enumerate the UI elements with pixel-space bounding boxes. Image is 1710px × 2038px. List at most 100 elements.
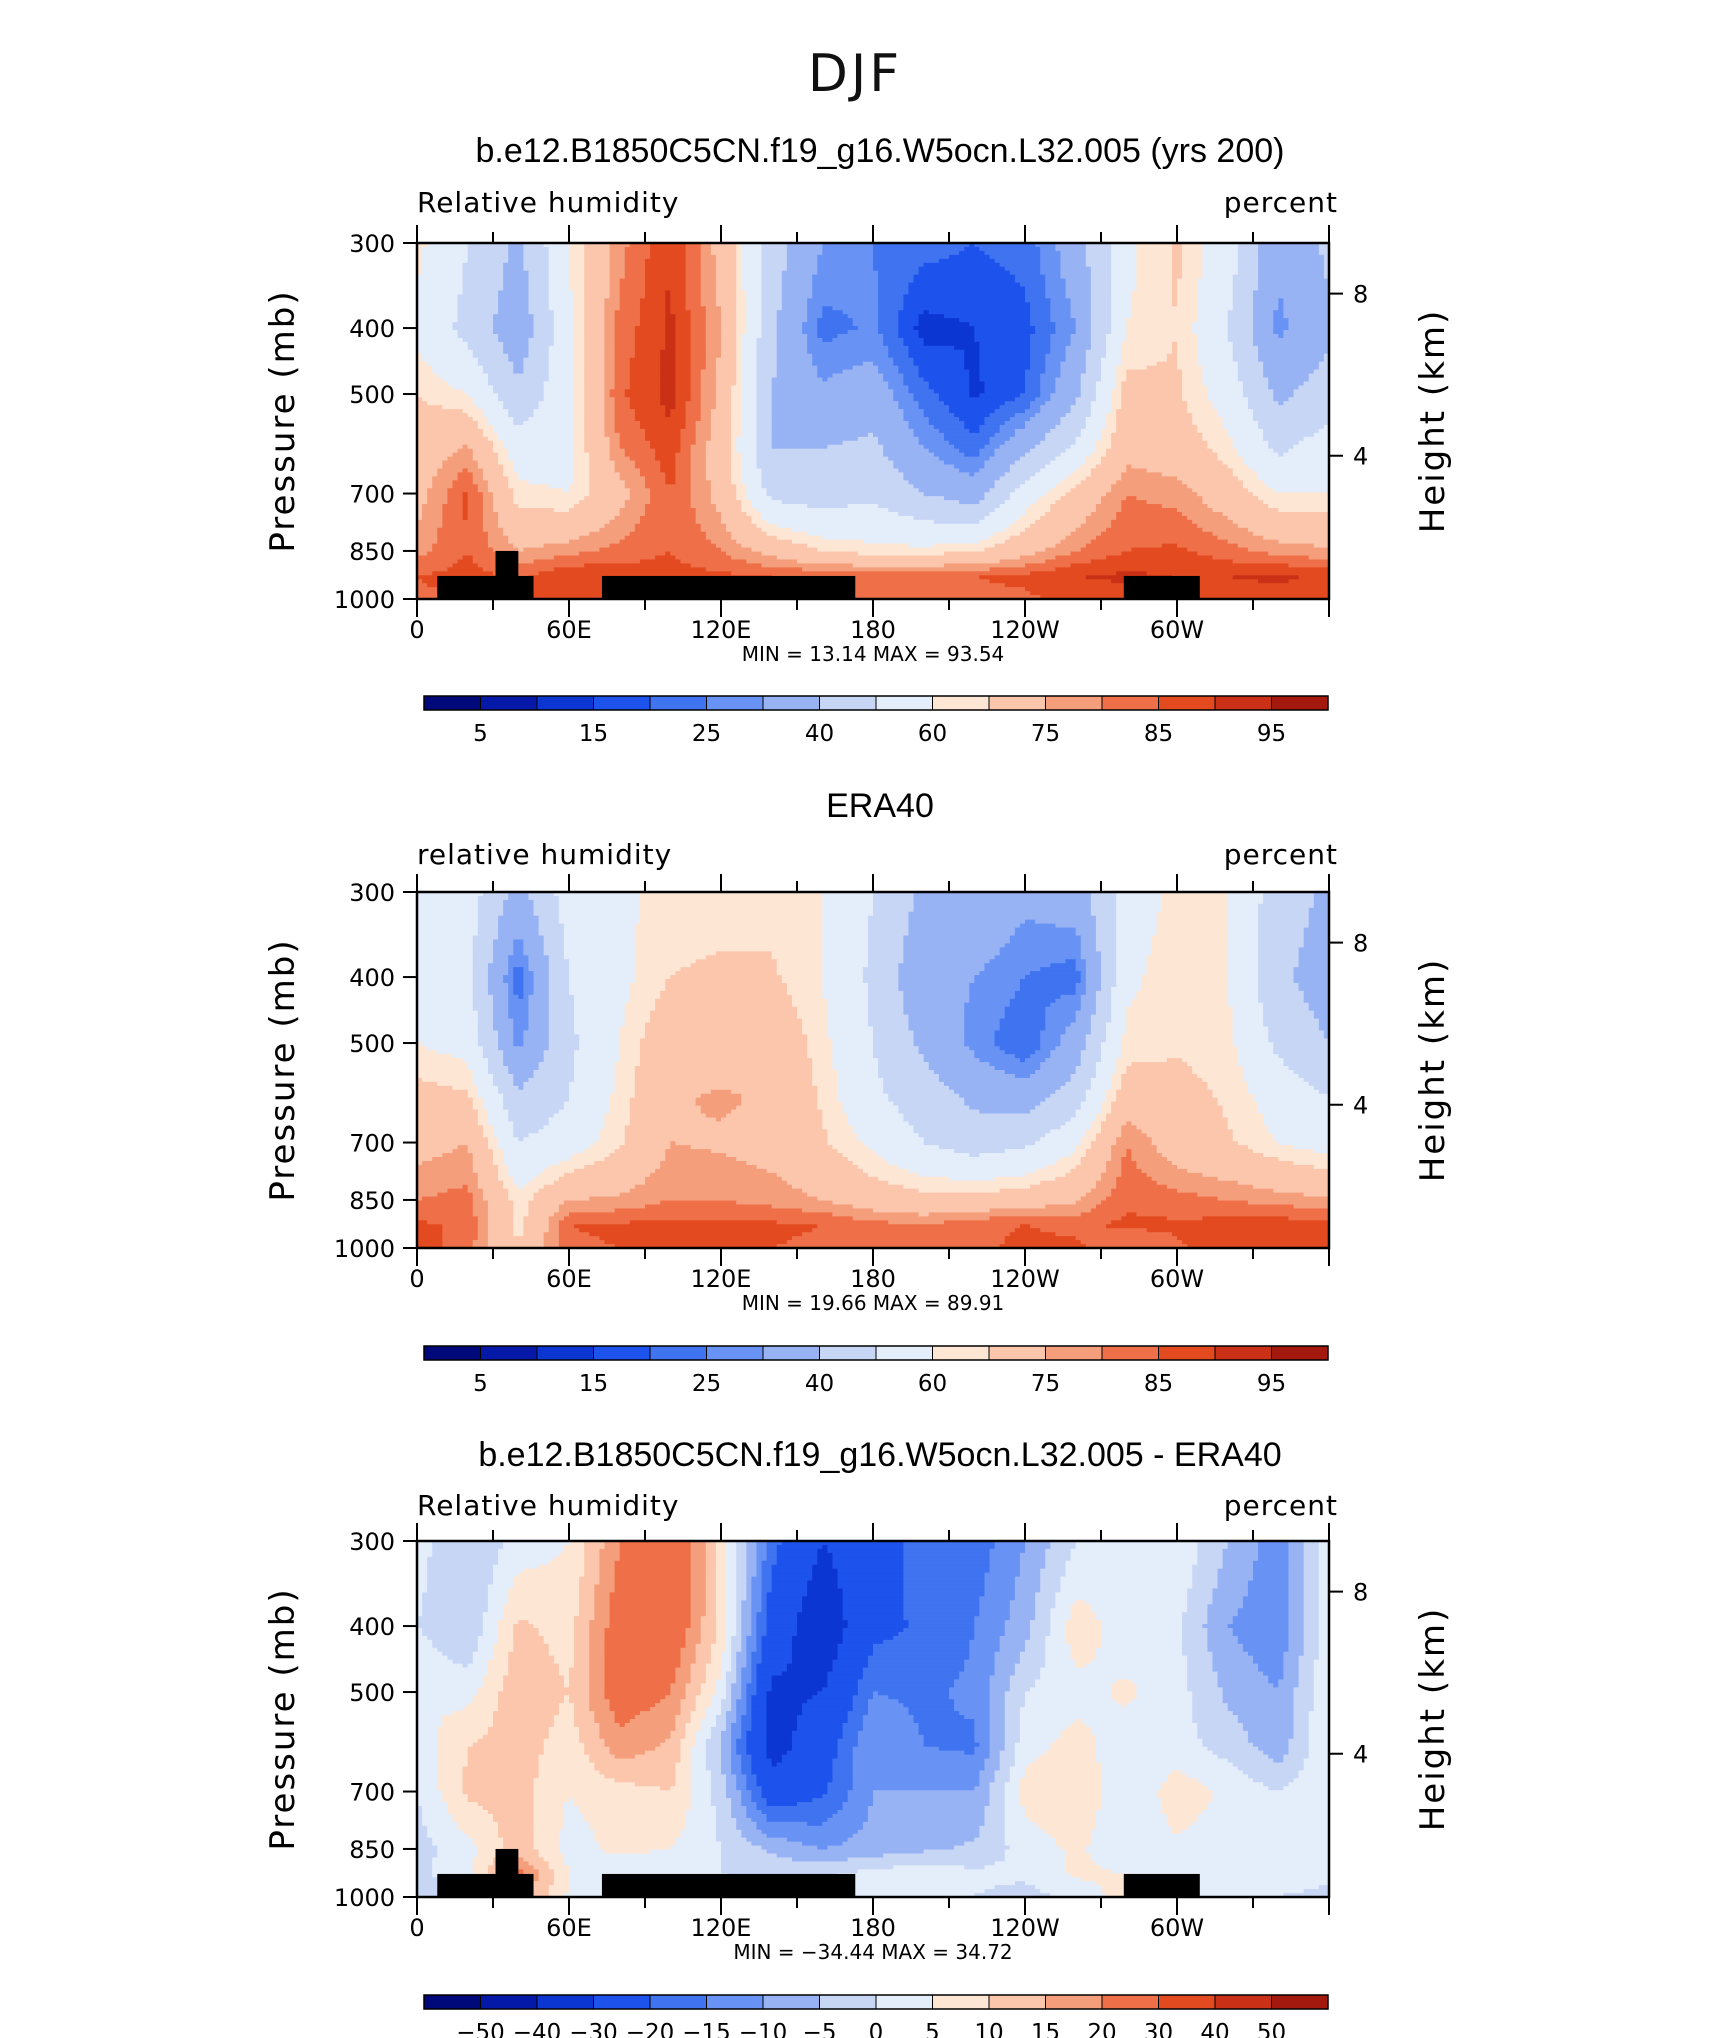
- contour-cell: [964, 1006, 1006, 1012]
- contour-cell: [1019, 1552, 1046, 1558]
- contour-cell: [903, 1580, 986, 1586]
- contour-cell: [903, 943, 1006, 948]
- contour-cell: [1090, 468, 1127, 474]
- contour-cell: [1116, 892, 1163, 897]
- contour-cell: [1197, 1556, 1224, 1562]
- contour-cell: [553, 322, 575, 327]
- contour-cell: [619, 432, 646, 438]
- contour-cell: [761, 1580, 773, 1586]
- contour-cell: [1111, 258, 1138, 264]
- contour-cell: [1222, 421, 1259, 426]
- contour-cell: [908, 1022, 965, 1028]
- contour-cell: [721, 547, 752, 553]
- contour-cell: [462, 500, 469, 505]
- contour-cell: [690, 1568, 707, 1574]
- contour-cell: [574, 417, 585, 422]
- contour-cell: [994, 531, 1021, 537]
- contour-cell: [513, 982, 524, 988]
- contour-cell: [1217, 535, 1264, 541]
- contour-cell: [1090, 405, 1112, 410]
- contour-cell: [513, 971, 524, 976]
- contour-cell: [736, 1604, 742, 1609]
- contour-cell: [417, 1038, 479, 1043]
- contour-cell: [558, 1208, 616, 1213]
- contour-cell: [558, 1176, 646, 1182]
- contour-cell: [1166, 1157, 1279, 1162]
- contour-cell: [1025, 508, 1051, 513]
- contour-cell: [1197, 349, 1234, 355]
- contour-cell: [634, 975, 671, 980]
- contour-cell: [1030, 310, 1051, 315]
- contour-cell: [1258, 270, 1325, 276]
- contour-cell: [624, 266, 646, 272]
- contour-cell: [928, 448, 960, 454]
- contour-cell: [1253, 1184, 1330, 1190]
- contour-cell: [741, 345, 758, 351]
- contour-cell: [482, 369, 514, 375]
- contour-cell: [1131, 998, 1229, 1004]
- contour-cell: [1202, 377, 1239, 383]
- contour-cell: [1060, 480, 1082, 485]
- contour-cell: [700, 286, 717, 292]
- contour-cell: [685, 258, 702, 264]
- contour-cell: [908, 345, 955, 351]
- contour-cell: [1313, 369, 1330, 375]
- contour-cell: [700, 409, 712, 414]
- contour-cell: [1263, 428, 1320, 434]
- contour-cell: [569, 971, 636, 976]
- contour-cell: [1116, 947, 1153, 952]
- contour-cell: [417, 559, 459, 564]
- contour-cell: [1318, 1584, 1330, 1590]
- contour-cell: [1258, 266, 1325, 272]
- contour-cell: [989, 413, 1016, 418]
- contour-cell: [629, 496, 651, 501]
- contour-cell: [1237, 1141, 1279, 1146]
- contour-cell: [417, 1212, 474, 1217]
- contour-cell: [685, 298, 702, 303]
- contour-cell: [1040, 1034, 1062, 1039]
- contour-cell: [1050, 310, 1072, 315]
- contour-cell: [1268, 1125, 1330, 1130]
- contour-cell: [472, 943, 494, 948]
- contour-cell: [690, 377, 702, 383]
- contour-cell: [1090, 903, 1117, 909]
- contour-cell: [634, 927, 823, 933]
- contour-cell: [984, 389, 1026, 394]
- contour-cell: [462, 555, 474, 561]
- contour-cell: [1040, 1101, 1082, 1107]
- contour-cell: [487, 1604, 504, 1609]
- colorbar-swatch: [762, 1345, 820, 1361]
- contour-cell: [1323, 258, 1330, 264]
- contour-cell: [548, 979, 570, 984]
- contour-cell: [1227, 337, 1254, 343]
- contour-cell: [685, 302, 702, 307]
- contour-cell: [726, 1556, 737, 1562]
- contour-cell: [736, 361, 742, 367]
- contour-cell: [1050, 1054, 1082, 1059]
- contour-cell: [1192, 1580, 1219, 1586]
- contour-cell: [731, 432, 742, 438]
- contour-cell: [999, 947, 1082, 952]
- contour-cell: [1136, 282, 1173, 288]
- contour-cell: [817, 266, 874, 272]
- contour-cell: [781, 274, 813, 280]
- contour-cell: [508, 456, 575, 462]
- contour-cell: [1121, 1172, 1148, 1178]
- contour-cell: [1253, 314, 1274, 319]
- contour-cell: [807, 1592, 844, 1597]
- contour-cell: [1263, 535, 1330, 541]
- contour-cell: [771, 595, 1041, 600]
- contour-cell: [493, 1081, 514, 1087]
- contour-cell: [1308, 555, 1330, 561]
- contour-cell: [1116, 982, 1143, 988]
- contour-cell: [1227, 923, 1259, 929]
- contour-cell: [1040, 377, 1056, 383]
- contour-cell: [761, 302, 783, 307]
- contour-cell: [1075, 436, 1102, 442]
- contour-cell: [1182, 397, 1208, 402]
- contour-cell: [1080, 373, 1102, 379]
- contour-cell: [705, 1600, 717, 1605]
- contour-cell: [964, 1101, 1041, 1107]
- contour-cell: [1014, 1576, 1041, 1582]
- contour-cell: [1065, 290, 1092, 296]
